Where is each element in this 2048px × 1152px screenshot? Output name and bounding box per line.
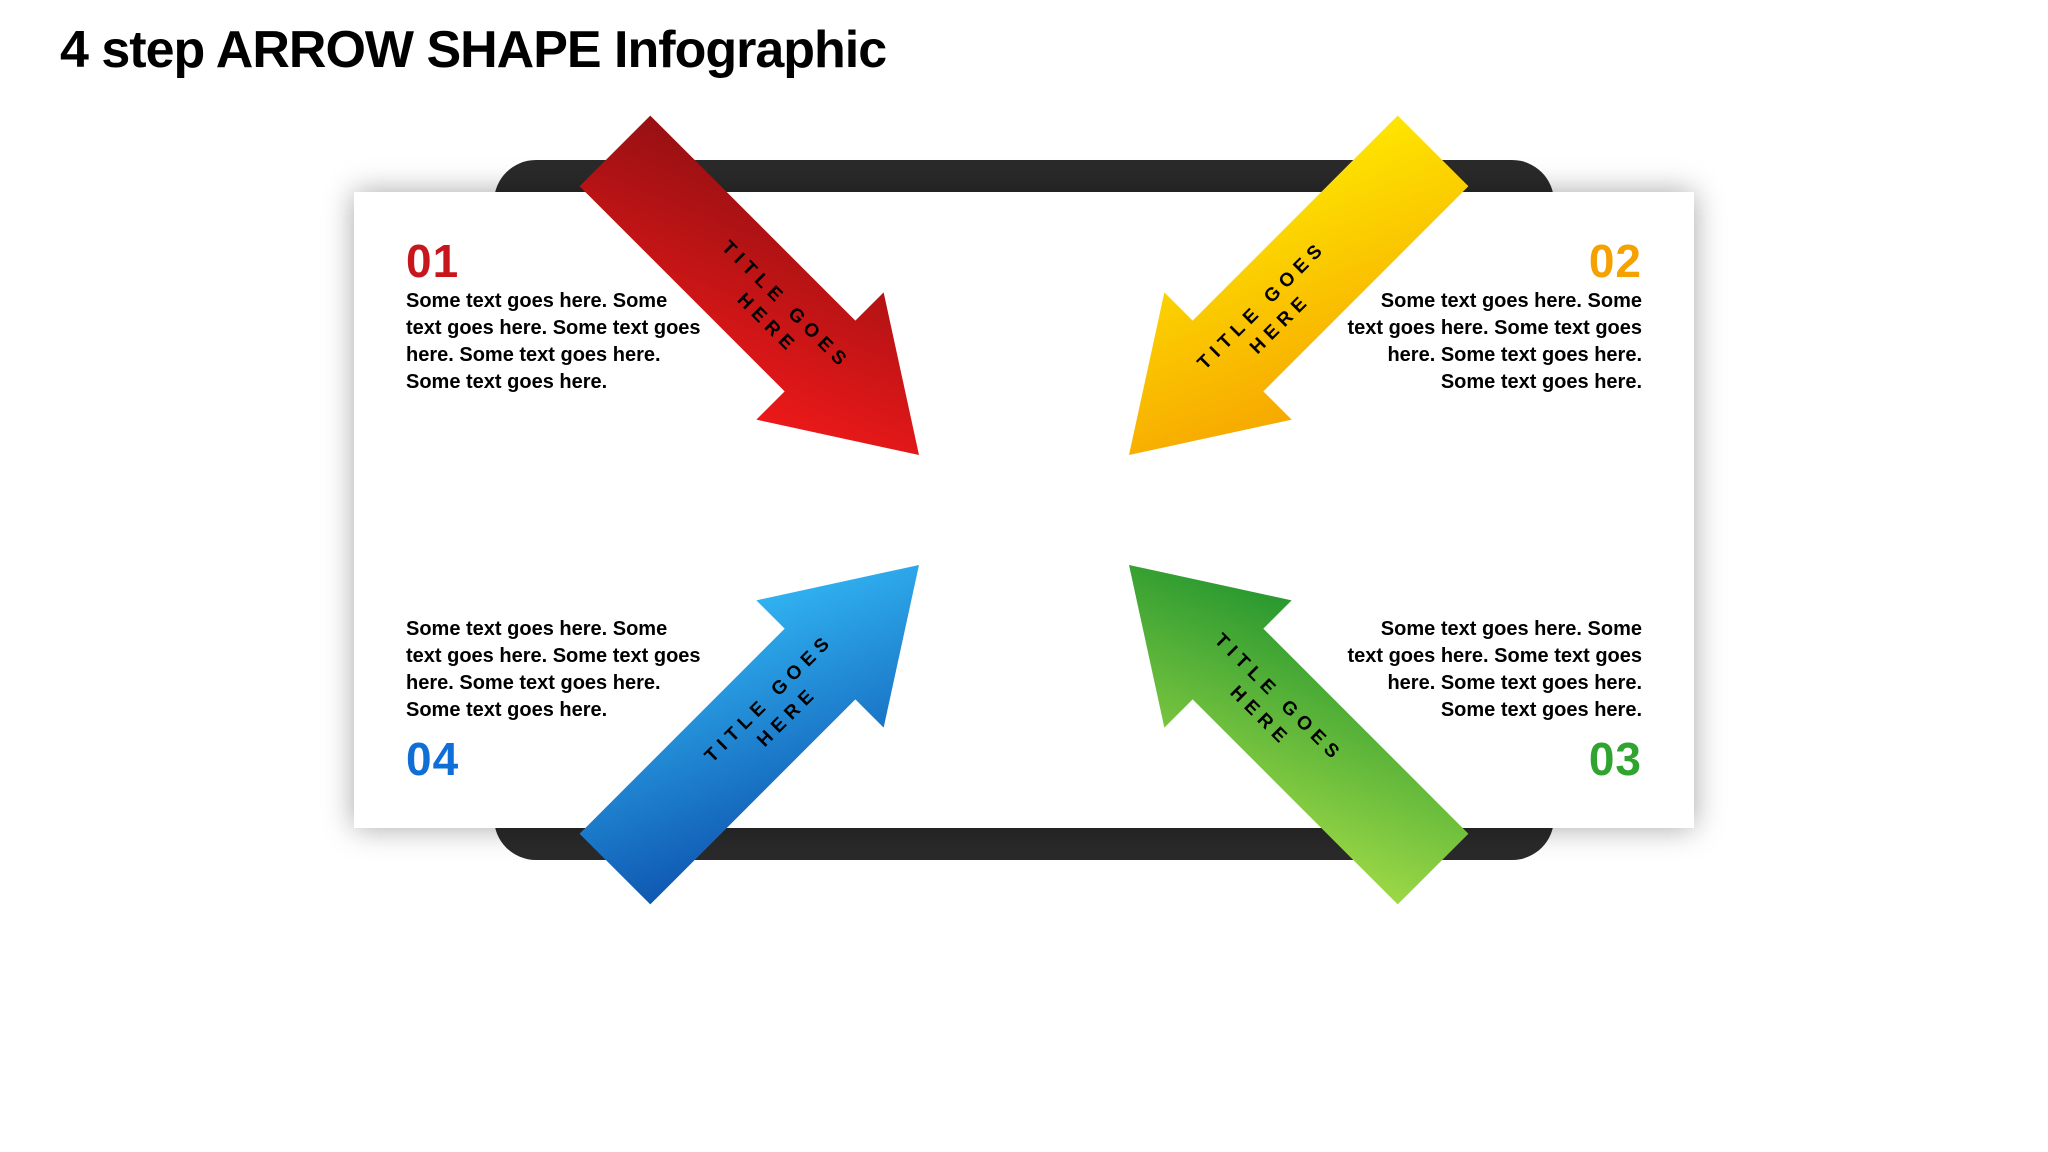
quad-01-number: 01 <box>406 234 706 288</box>
text-layer: 01 Some text goes here. Some text goes h… <box>354 192 1694 828</box>
quad-04: Some text goes here. Some text goes here… <box>406 616 706 786</box>
quad-03-body: Some text goes here. Some text goes here… <box>1342 616 1642 724</box>
quad-01-body: Some text goes here. Some text goes here… <box>406 288 706 396</box>
quad-04-body: Some text goes here. Some text goes here… <box>406 616 706 724</box>
infographic-stage: TITLE GOES HERE TITLE GOES HERE TITLE GO… <box>354 160 1694 860</box>
quad-03-number: 03 <box>1342 732 1642 786</box>
page-title: 4 step ARROW SHAPE Infographic <box>60 20 886 80</box>
quad-02-number: 02 <box>1342 234 1642 288</box>
quad-01: 01 Some text goes here. Some text goes h… <box>406 234 706 396</box>
quad-03: Some text goes here. Some text goes here… <box>1342 616 1642 786</box>
quad-02-body: Some text goes here. Some text goes here… <box>1342 288 1642 396</box>
quad-02: 02 Some text goes here. Some text goes h… <box>1342 234 1642 396</box>
quad-04-number: 04 <box>406 732 706 786</box>
